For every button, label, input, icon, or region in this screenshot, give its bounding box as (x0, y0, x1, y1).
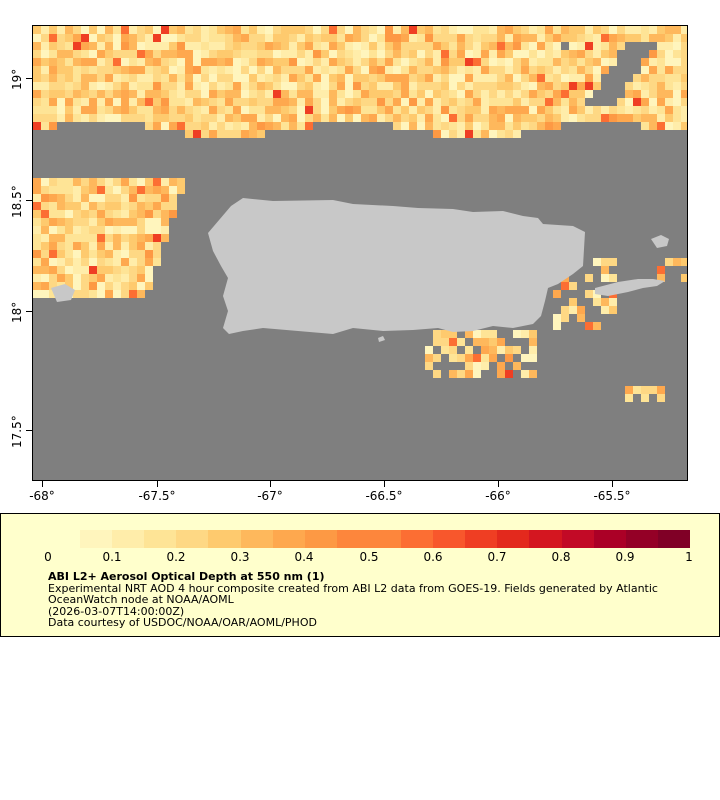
colorbar-swatch (112, 530, 145, 548)
colorbar-swatch (48, 530, 81, 548)
colorbar-swatch (336, 530, 369, 548)
y-tick-label: 19° (10, 68, 24, 90)
legend-title: ABI L2+ Aerosol Optical Depth at 550 nm … (48, 570, 325, 583)
aod-map (33, 26, 687, 402)
colorbar-swatch (497, 530, 530, 548)
colorbar-tick-label: 0.4 (294, 550, 314, 564)
x-tick-label: -67° (257, 489, 283, 503)
y-tick-label: 17.5° (10, 415, 24, 448)
x-tick-label: -67.5° (138, 489, 176, 503)
x-tick-minus-67: -67° (257, 481, 283, 503)
legend-line: Experimental NRT AOD 4 hour composite cr… (48, 581, 658, 595)
legend-line: Data courtesy of USDOC/NOAA/OAR/AOML/PHO… (48, 616, 317, 629)
legend-line: (2026-03-07T14:00:00Z) (48, 604, 185, 618)
colorbar-swatch (465, 530, 498, 548)
colorbar-swatch (272, 530, 305, 548)
x-tick-label: -68° (29, 489, 55, 503)
mona-island-land (51, 284, 75, 302)
legend-description: ABI L2+ Aerosol Optical Depth at 550 nm … (48, 571, 698, 629)
map-panel[interactable] (32, 25, 688, 481)
colorbar-tick-label: 0.2 (166, 550, 186, 564)
y-tick-17-5: 17.5° (0, 415, 32, 448)
colorbar-swatch (529, 530, 562, 548)
x-tick-minus-67-5: -67.5° (138, 481, 176, 503)
x-tick-label: -66° (485, 489, 511, 503)
legend-panel: 0 0.1 0.2 0.3 0.4 0.5 0.6 0.7 0.8 0.9 1 … (0, 513, 720, 637)
colorbar-swatch (80, 530, 113, 548)
colorbar-swatch (593, 530, 626, 548)
colorbar-tick-label: 0.7 (487, 550, 507, 564)
y-tick-18-5: 18.5° (0, 185, 32, 218)
colorbar-tick-label: 0.1 (102, 550, 122, 564)
y-tick-18: 18° (0, 302, 32, 323)
x-tick-label: -66.5° (365, 489, 403, 503)
culebra-land (651, 235, 669, 248)
colorbar-swatch (144, 530, 177, 548)
y-tick-19: 19° (0, 69, 32, 90)
x-tick-minus-66: -66° (485, 481, 511, 503)
colorbar-tick-label: 0.3 (230, 550, 250, 564)
vieques-land (595, 279, 665, 296)
x-tick-minus-68: -68° (29, 481, 55, 503)
colorbar-tick-label: 0.5 (359, 550, 379, 564)
x-tick-minus-66-5: -66.5° (365, 481, 403, 503)
colorbar-tick-label: 0 (44, 550, 52, 564)
colorbar-swatch (240, 530, 273, 548)
x-tick-minus-65-5: -65.5° (593, 481, 631, 503)
colorbar-swatch (561, 530, 594, 548)
x-tick-label: -65.5° (593, 489, 631, 503)
colorbar-swatch (304, 530, 337, 548)
y-tick-label: 18.5° (10, 185, 24, 218)
y-tick-label: 18° (10, 301, 24, 323)
colorbar-swatch (368, 530, 402, 548)
colorbar-swatch (625, 530, 658, 548)
colorbar-tick-label: 0.6 (423, 550, 443, 564)
puerto-rico-land (208, 198, 585, 334)
colorbar (48, 530, 690, 548)
legend-line: OceanWatch node at NOAA/AOML (48, 593, 234, 606)
colorbar-tick-label: 0.9 (615, 550, 635, 564)
colorbar-swatch (433, 530, 466, 548)
colorbar-tick-label: 0.8 (551, 550, 571, 564)
colorbar-swatch (657, 530, 690, 548)
aod-pixel-layer (33, 26, 687, 402)
caja-de-muertos-land (378, 336, 385, 342)
colorbar-swatch (208, 530, 241, 548)
colorbar-swatch (401, 530, 434, 548)
colorbar-swatch (176, 530, 209, 548)
colorbar-tick-label: 1 (685, 550, 693, 564)
